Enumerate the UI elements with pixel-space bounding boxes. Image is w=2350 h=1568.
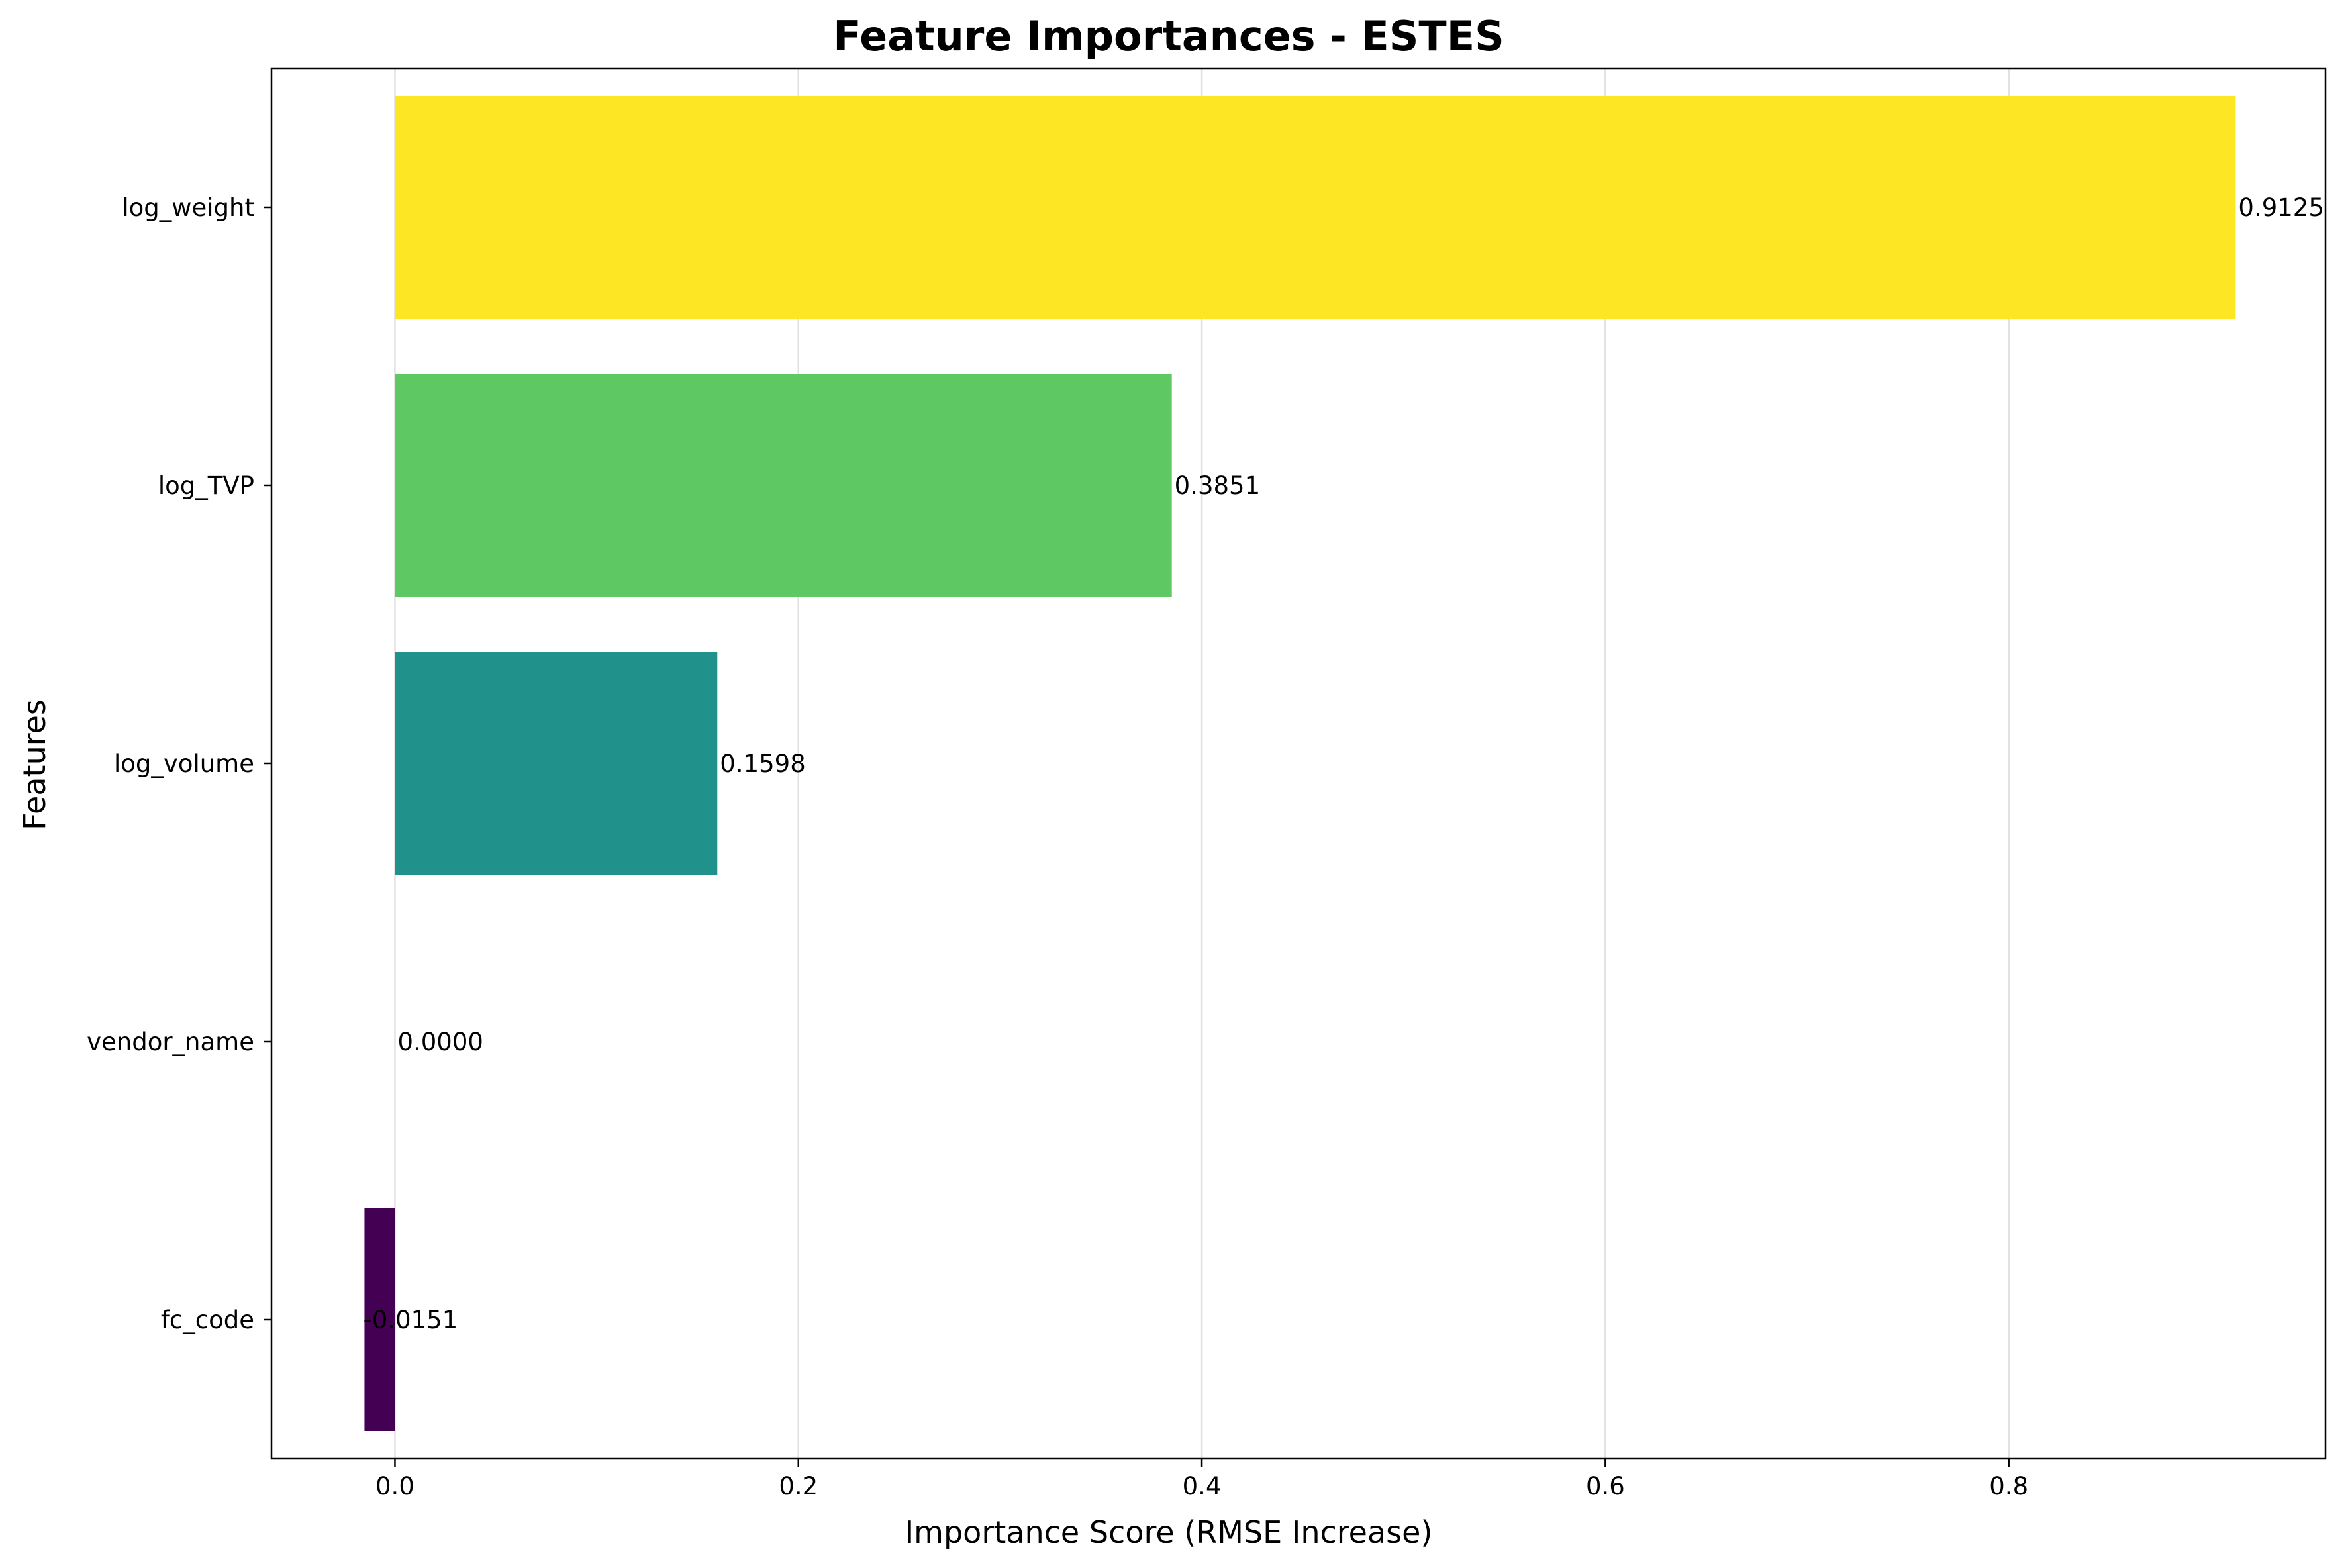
bar-log-volume [395,652,718,875]
y-tick-label: vendor_name [87,1028,254,1056]
bar-value-label: 0.3851 [1175,471,1260,500]
chart-title: Feature Importances - ESTES [833,12,1504,60]
y-tick-label: log_volume [114,750,254,778]
bar-value-label: 0.0000 [397,1028,483,1056]
x-tick-label: 0.8 [1989,1472,2028,1500]
bar-log-TVP [395,374,1172,597]
x-tick-label: 0.2 [779,1472,818,1500]
data-labels: 0.9125 0.3851 0.1598 0.0000 -0.0151 [363,193,2324,1334]
bar-value-label: 0.9125 [2238,193,2324,222]
x-tick-label: 0.0 [375,1472,415,1500]
x-axis-label: Importance Score (RMSE Increase) [905,1514,1433,1550]
bars [364,96,2236,1431]
x-tick-label: 0.6 [1586,1472,1625,1500]
bar-value-label: 0.1598 [720,750,805,778]
x-tick-label: 0.4 [1183,1472,1222,1500]
y-tick-label: fc_code [161,1306,254,1334]
ticks: 0.0 0.2 0.4 0.6 0.8 log_weight log_TVP log_volu… [87,193,2028,1500]
y-axis-label: Features [17,699,52,830]
y-tick-label: log_TVP [158,471,254,500]
bar-fc-code [364,1208,395,1431]
bar-log-weight [395,96,2236,318]
bar-value-label: -0.0151 [363,1306,458,1334]
y-tick-label: log_weight [122,193,254,222]
